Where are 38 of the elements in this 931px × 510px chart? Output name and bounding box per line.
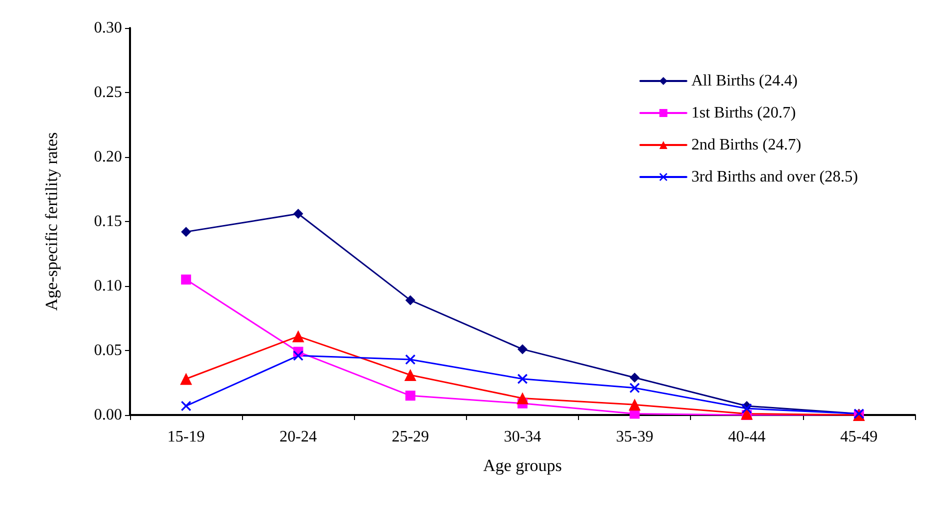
x-tick-label: 25-29: [392, 428, 430, 446]
legend-label: 2nd Births (24.7): [691, 136, 802, 154]
point: [404, 369, 416, 382]
legend-label: 3rd Births and over (28.5): [691, 168, 858, 186]
point: [181, 226, 192, 237]
point: [516, 392, 528, 404]
point: [293, 350, 304, 361]
point: [405, 354, 416, 365]
y-tick-label: 0.10: [94, 278, 122, 294]
y-tick-label: 0.05: [94, 342, 122, 359]
point: [630, 382, 640, 393]
point: [518, 344, 528, 354]
point: [181, 274, 192, 285]
point: [628, 398, 641, 411]
x-axis-title: Age groups: [483, 456, 562, 475]
point: [293, 208, 304, 219]
point: [742, 404, 752, 414]
x-tick-label: 45-49: [840, 428, 878, 446]
y-tick-label: 0.25: [94, 84, 122, 101]
y-tick-label: 0.00: [94, 406, 122, 424]
y-axis-title: Age-specific fertility rates: [42, 132, 61, 311]
point: [405, 390, 416, 401]
point: [181, 400, 192, 411]
point: [630, 372, 640, 383]
y-tick-label: 0.30: [94, 20, 122, 36]
point: [180, 372, 192, 385]
legend-label: 1st Births (20.7): [691, 104, 796, 122]
x-tick-label: 30-34: [504, 428, 542, 446]
x-tick-label: 15-19: [167, 428, 205, 446]
x-tick-label: 40-44: [728, 428, 766, 446]
point: [405, 295, 416, 306]
point: [518, 374, 528, 384]
x-tick-label: 20-24: [280, 428, 317, 446]
y-tick-label: 0.20: [94, 148, 122, 166]
point: [292, 330, 304, 342]
y-tick-label: 0.15: [94, 213, 122, 230]
legend-label: All Births (24.4): [691, 72, 798, 90]
x-tick-label: 35-39: [616, 428, 654, 446]
